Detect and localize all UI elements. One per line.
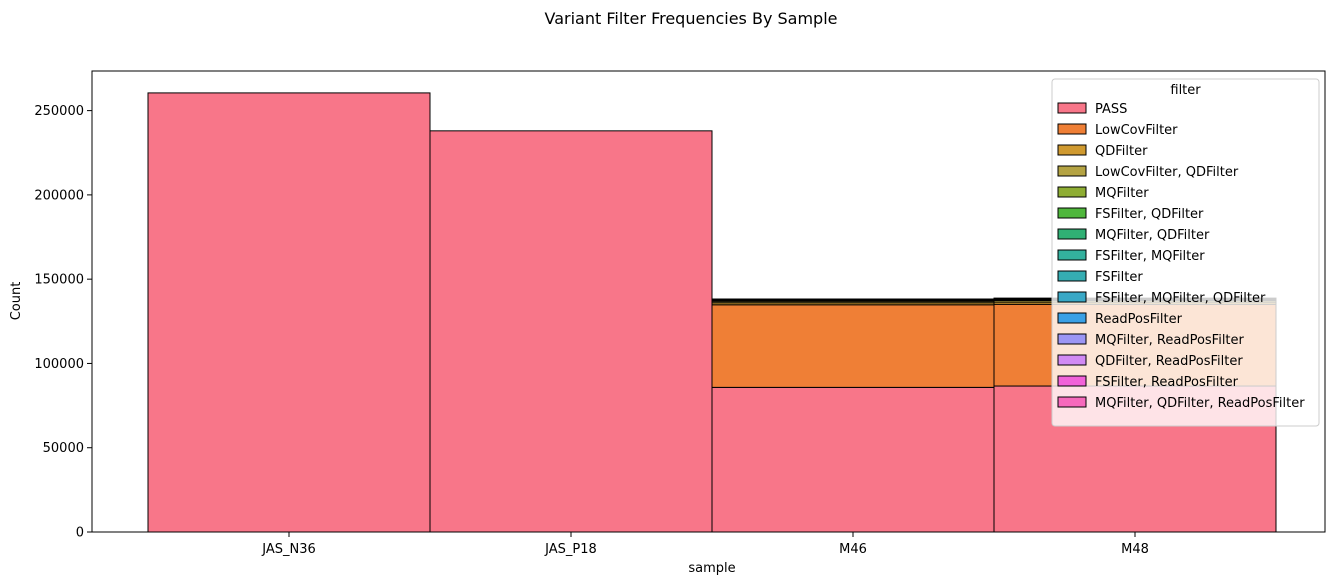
y-axis-label: Count bbox=[9, 282, 24, 321]
x-tick-label: M48 bbox=[1121, 542, 1149, 557]
legend-swatch bbox=[1057, 228, 1087, 240]
legend-label: ReadPosFilter bbox=[1095, 312, 1183, 327]
legend-swatch bbox=[1057, 249, 1087, 261]
legend-swatch bbox=[1057, 123, 1087, 135]
legend-swatch bbox=[1057, 333, 1087, 345]
bar-M46-series-0 bbox=[711, 386, 995, 533]
legend-label: QDFilter bbox=[1095, 144, 1148, 159]
legend-title: filter bbox=[1170, 83, 1201, 98]
legend-swatch bbox=[1057, 291, 1087, 303]
x-tick-label: JAS_N36 bbox=[261, 542, 316, 557]
y-tick-label: 250000 bbox=[34, 104, 84, 119]
legend-swatch bbox=[1057, 186, 1087, 198]
legend-swatch bbox=[1057, 102, 1087, 114]
legend-swatch bbox=[1057, 396, 1087, 408]
legend-label: FSFilter, ReadPosFilter bbox=[1095, 375, 1239, 390]
legend-swatch bbox=[1057, 270, 1087, 282]
bars-layer bbox=[147, 92, 1277, 533]
legend-label: MQFilter, ReadPosFilter bbox=[1095, 333, 1245, 348]
y-axis: 0 50000 100000 150000 200000 250000 bbox=[34, 104, 92, 541]
x-tick-label: JAS_P18 bbox=[544, 542, 597, 557]
legend-label: MQFilter, QDFilter bbox=[1095, 228, 1210, 243]
x-tick-label: M46 bbox=[839, 542, 867, 557]
legend-label: MQFilter, QDFilter, ReadPosFilter bbox=[1095, 396, 1305, 411]
legend-label: FSFilter bbox=[1095, 270, 1143, 285]
legend-label: FSFilter, MQFilter bbox=[1095, 249, 1205, 264]
chart-title: Variant Filter Frequencies By Sample bbox=[545, 9, 838, 28]
legend-label: PASS bbox=[1095, 102, 1127, 117]
legend-label: MQFilter bbox=[1095, 186, 1149, 201]
x-axis: JAS_N36 JAS_P18 M46 M48 bbox=[261, 532, 1149, 557]
legend-swatch bbox=[1057, 354, 1087, 366]
bar-M46-series-14 bbox=[711, 298, 995, 301]
legend-box bbox=[1051, 78, 1320, 427]
legend-swatch bbox=[1057, 165, 1087, 177]
legend-swatch bbox=[1057, 144, 1087, 156]
plot-area-frame bbox=[91, 70, 1326, 533]
y-tick-label: 50000 bbox=[43, 441, 84, 456]
y-tick-label: 100000 bbox=[34, 357, 84, 372]
legend-swatch bbox=[1057, 375, 1087, 387]
legend-swatch bbox=[1057, 207, 1087, 219]
legend-swatch bbox=[1057, 312, 1087, 324]
legend-label: FSFilter, MQFilter, QDFilter bbox=[1095, 291, 1266, 306]
y-tick-label: 200000 bbox=[34, 188, 84, 203]
bar-JAS_N36-series-0 bbox=[147, 92, 431, 533]
y-tick-label: 0 bbox=[76, 526, 84, 541]
y-tick-label: 150000 bbox=[34, 273, 84, 288]
legend-label: LowCovFilter, QDFilter bbox=[1095, 165, 1239, 180]
legend-label: FSFilter, QDFilter bbox=[1095, 207, 1204, 222]
bar-JAS_P18-series-0 bbox=[429, 130, 713, 533]
legend-label: LowCovFilter bbox=[1095, 123, 1178, 138]
x-axis-label: sample bbox=[688, 561, 735, 576]
legend: filter PASS LowCovFilter QDFilter LowCovFilt… bbox=[1051, 78, 1320, 427]
legend-label: QDFilter, ReadPosFilter bbox=[1095, 354, 1243, 369]
bar-M46-series-1 bbox=[711, 304, 995, 388]
